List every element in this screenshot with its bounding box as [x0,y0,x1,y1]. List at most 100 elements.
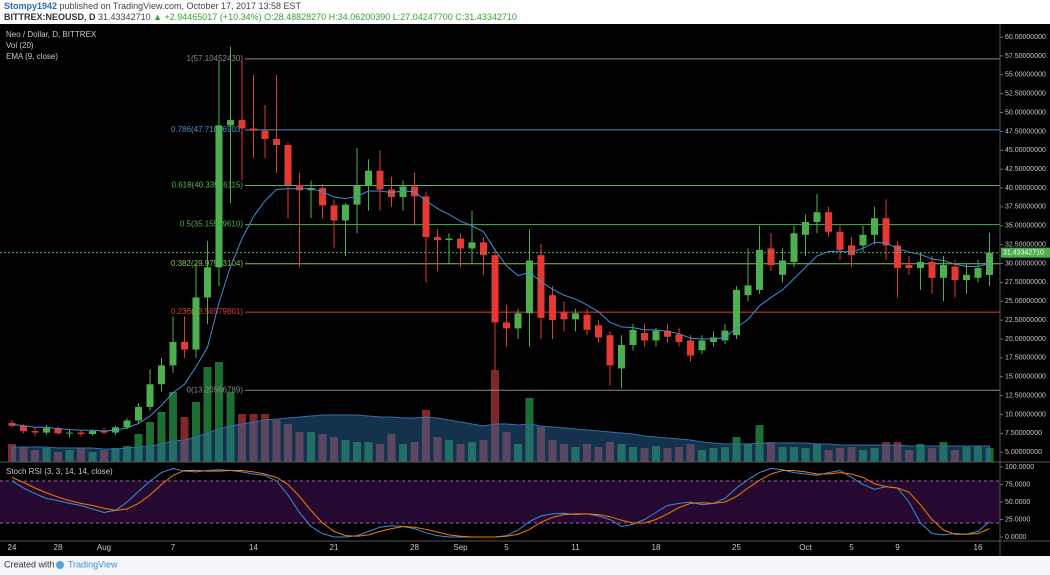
volume-bar [399,444,407,462]
stoch-tick-label: 50.0000 [1005,499,1030,506]
candle-body [859,234,867,246]
candle-body [365,170,372,186]
chart-area: 5.00000000 7.50000000 10.00000000 12.500000… [0,34,1050,552]
candle-body [353,185,361,205]
x-tick-label: Sep [453,543,468,552]
volume-bar [249,414,258,462]
footer-brand[interactable]: TradingView [68,559,118,569]
volume-bar [479,440,488,462]
volume-bar [801,448,810,462]
header-bg [0,0,1050,24]
candle-body [537,255,545,318]
volume-bar [962,447,971,462]
candle-body [20,425,27,432]
last-price-label: 31.43342710 [1003,250,1044,257]
candle-body [526,260,533,314]
candle-body [721,330,729,341]
ema-legend: EMA (9, close) [6,52,58,61]
volume-bar [192,402,200,462]
x-tick-label: 18 [652,543,661,552]
candle-body [894,245,901,269]
stoch-tick-label: 25.0000 [1005,516,1030,523]
volume-bar [594,447,603,462]
candle-body [480,242,487,256]
candle-body [618,345,625,369]
stoch-title: Stoch RSI (3, 3, 14, 14, close) [6,467,113,476]
volume-bar [100,450,108,462]
candle-body [549,295,556,321]
candle-body [756,249,763,290]
candle-body [664,330,671,337]
volume-bar [893,442,902,462]
volume-bar [433,437,442,462]
candle-body [595,325,602,338]
candle-body [928,261,936,278]
volume-bar [514,444,522,462]
volume-bar [744,444,752,462]
volume-bar [928,448,936,462]
volume-bar [376,444,384,462]
stoch-tick-label: 100.0000 [1005,464,1034,471]
candle-body [457,238,464,249]
volume-bar [157,412,166,462]
volume-bar [215,362,223,462]
candle-body [181,341,188,350]
y-tick-label: 50.00000000 [1005,109,1046,116]
y-tick-label: 55.00000000 [1005,72,1046,79]
volume-bar [88,452,97,462]
brand-icon [56,561,64,569]
volume-bar [65,450,74,462]
candle-body [802,221,809,235]
volume-bar [353,442,361,462]
volume-bar [261,414,269,462]
candle-body [422,196,430,238]
candle-body [54,428,62,434]
y-tick-label: 30.00000000 [1005,260,1046,267]
volume-bar [146,422,154,462]
volume-bar [974,446,982,462]
footer-created: Created with [4,559,55,569]
candle-body [204,267,211,298]
candle-body [583,314,591,330]
stoch-tick-label: 75.0000 [1005,481,1030,488]
x-tick-label: 21 [330,543,339,552]
volume-bar [341,440,350,462]
candle-body [710,337,717,342]
x-tick-label: 28 [410,543,419,552]
candle-body [100,431,108,433]
x-tick-label: 24 [8,543,17,552]
volume-bar [31,450,39,462]
author[interactable]: Stompy1942 [4,1,57,11]
candle-body [560,312,568,320]
candle-body [963,274,970,281]
chart-title: Neo / Dollar, D, BITTREX [6,30,97,39]
volume-bar [640,448,649,462]
volume-bar [169,392,177,462]
y-tick-label: 10.00000000 [1005,411,1046,418]
volume-bar [951,450,959,462]
stoch-tick-label: 0.0000 [1005,534,1027,541]
y-tick-label: 20.00000000 [1005,336,1046,343]
y-tick-label: 52.50000000 [1005,91,1046,98]
y-tick-label: 35.00000000 [1005,223,1046,230]
volume-bar [916,444,925,462]
volume-bar [330,437,338,462]
candle-body [767,248,775,266]
volume-bar [606,442,614,462]
volume-bar [491,370,499,462]
candle-body [169,341,177,366]
ohlc: O:28.48828270 H:34.06200390 L:27.0424770… [264,12,517,22]
stoch-line [11,469,990,538]
volume-bar [42,448,51,462]
candle-body [698,340,706,351]
x-tick-label: 5 [504,543,509,552]
volume-bar [778,447,787,462]
volume-bar [617,444,626,462]
y-tick-label: 60.00000000 [1005,34,1046,41]
fib-label: 0.5(35.15509610) [180,220,244,229]
y-tick-label: 12.50000000 [1005,392,1046,399]
candle-body [503,322,510,329]
volume-bar [422,410,430,462]
candle-body [675,334,683,342]
